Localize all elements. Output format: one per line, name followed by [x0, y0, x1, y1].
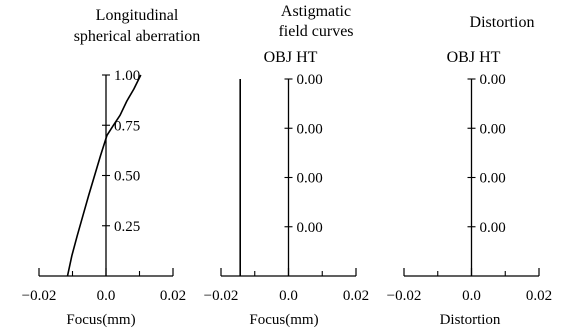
chart2-x-tick-label-2: 0.0: [279, 288, 298, 304]
chart3-y-tick-label-1: 0.00: [480, 220, 506, 236]
chart2-x-tick-label-1: −0.02: [204, 288, 239, 304]
chart3-y-axis-label: OBJ HT: [447, 49, 501, 66]
chart1-y-tick-label-3: 0.75: [114, 118, 140, 134]
chart1-title-line-1: Longitudinal: [96, 7, 179, 24]
chart3-x-tick-label-1: −0.02: [387, 288, 422, 304]
chart3-title-line-1: Distortion: [470, 14, 535, 31]
chart1-y-tick-label-2: 0.50: [114, 169, 140, 185]
chart3-y-tick-label-2: 0.00: [480, 171, 506, 187]
chart2-y-tick-label-4: 0.00: [297, 72, 323, 88]
chart1-y-tick-label-4: 1.00: [114, 68, 140, 84]
chart1-x-axis-title: Focus(mm): [66, 312, 135, 328]
chart2-title-line-1: Astigmatic: [281, 3, 351, 20]
chart1-y-tick-label-1: 0.25: [114, 219, 140, 235]
chart1-x-tick-label-2: 0.0: [97, 288, 116, 304]
chart3-y-tick-label-4: 0.00: [480, 72, 506, 88]
chart2-title-line-2: field curves: [278, 23, 353, 40]
chart1-series-line-1: [66, 74, 142, 277]
chart2-x-tick-label-3: 0.02: [343, 288, 369, 304]
chart2-x-axis-title: Focus(mm): [249, 312, 318, 328]
chart1-x-tick-label-1: −0.02: [22, 288, 57, 304]
chart3-x-tick-label-2: 0.0: [462, 288, 481, 304]
chart2-y-axis-label: OBJ HT: [264, 49, 318, 66]
chart3-y-tick-label-3: 0.00: [480, 121, 506, 137]
chart2-y-tick-label-1: 0.00: [297, 220, 323, 236]
chart1-title-line-2: spherical aberration: [74, 28, 201, 45]
chart3-x-axis-title: Distortion: [440, 312, 501, 328]
chart1-x-tick-label-3: 0.02: [160, 288, 186, 304]
chart2-y-tick-label-3: 0.00: [297, 121, 323, 137]
chart2-y-tick-label-2: 0.00: [297, 171, 323, 187]
chart3-x-tick-label-3: 0.02: [526, 288, 552, 304]
